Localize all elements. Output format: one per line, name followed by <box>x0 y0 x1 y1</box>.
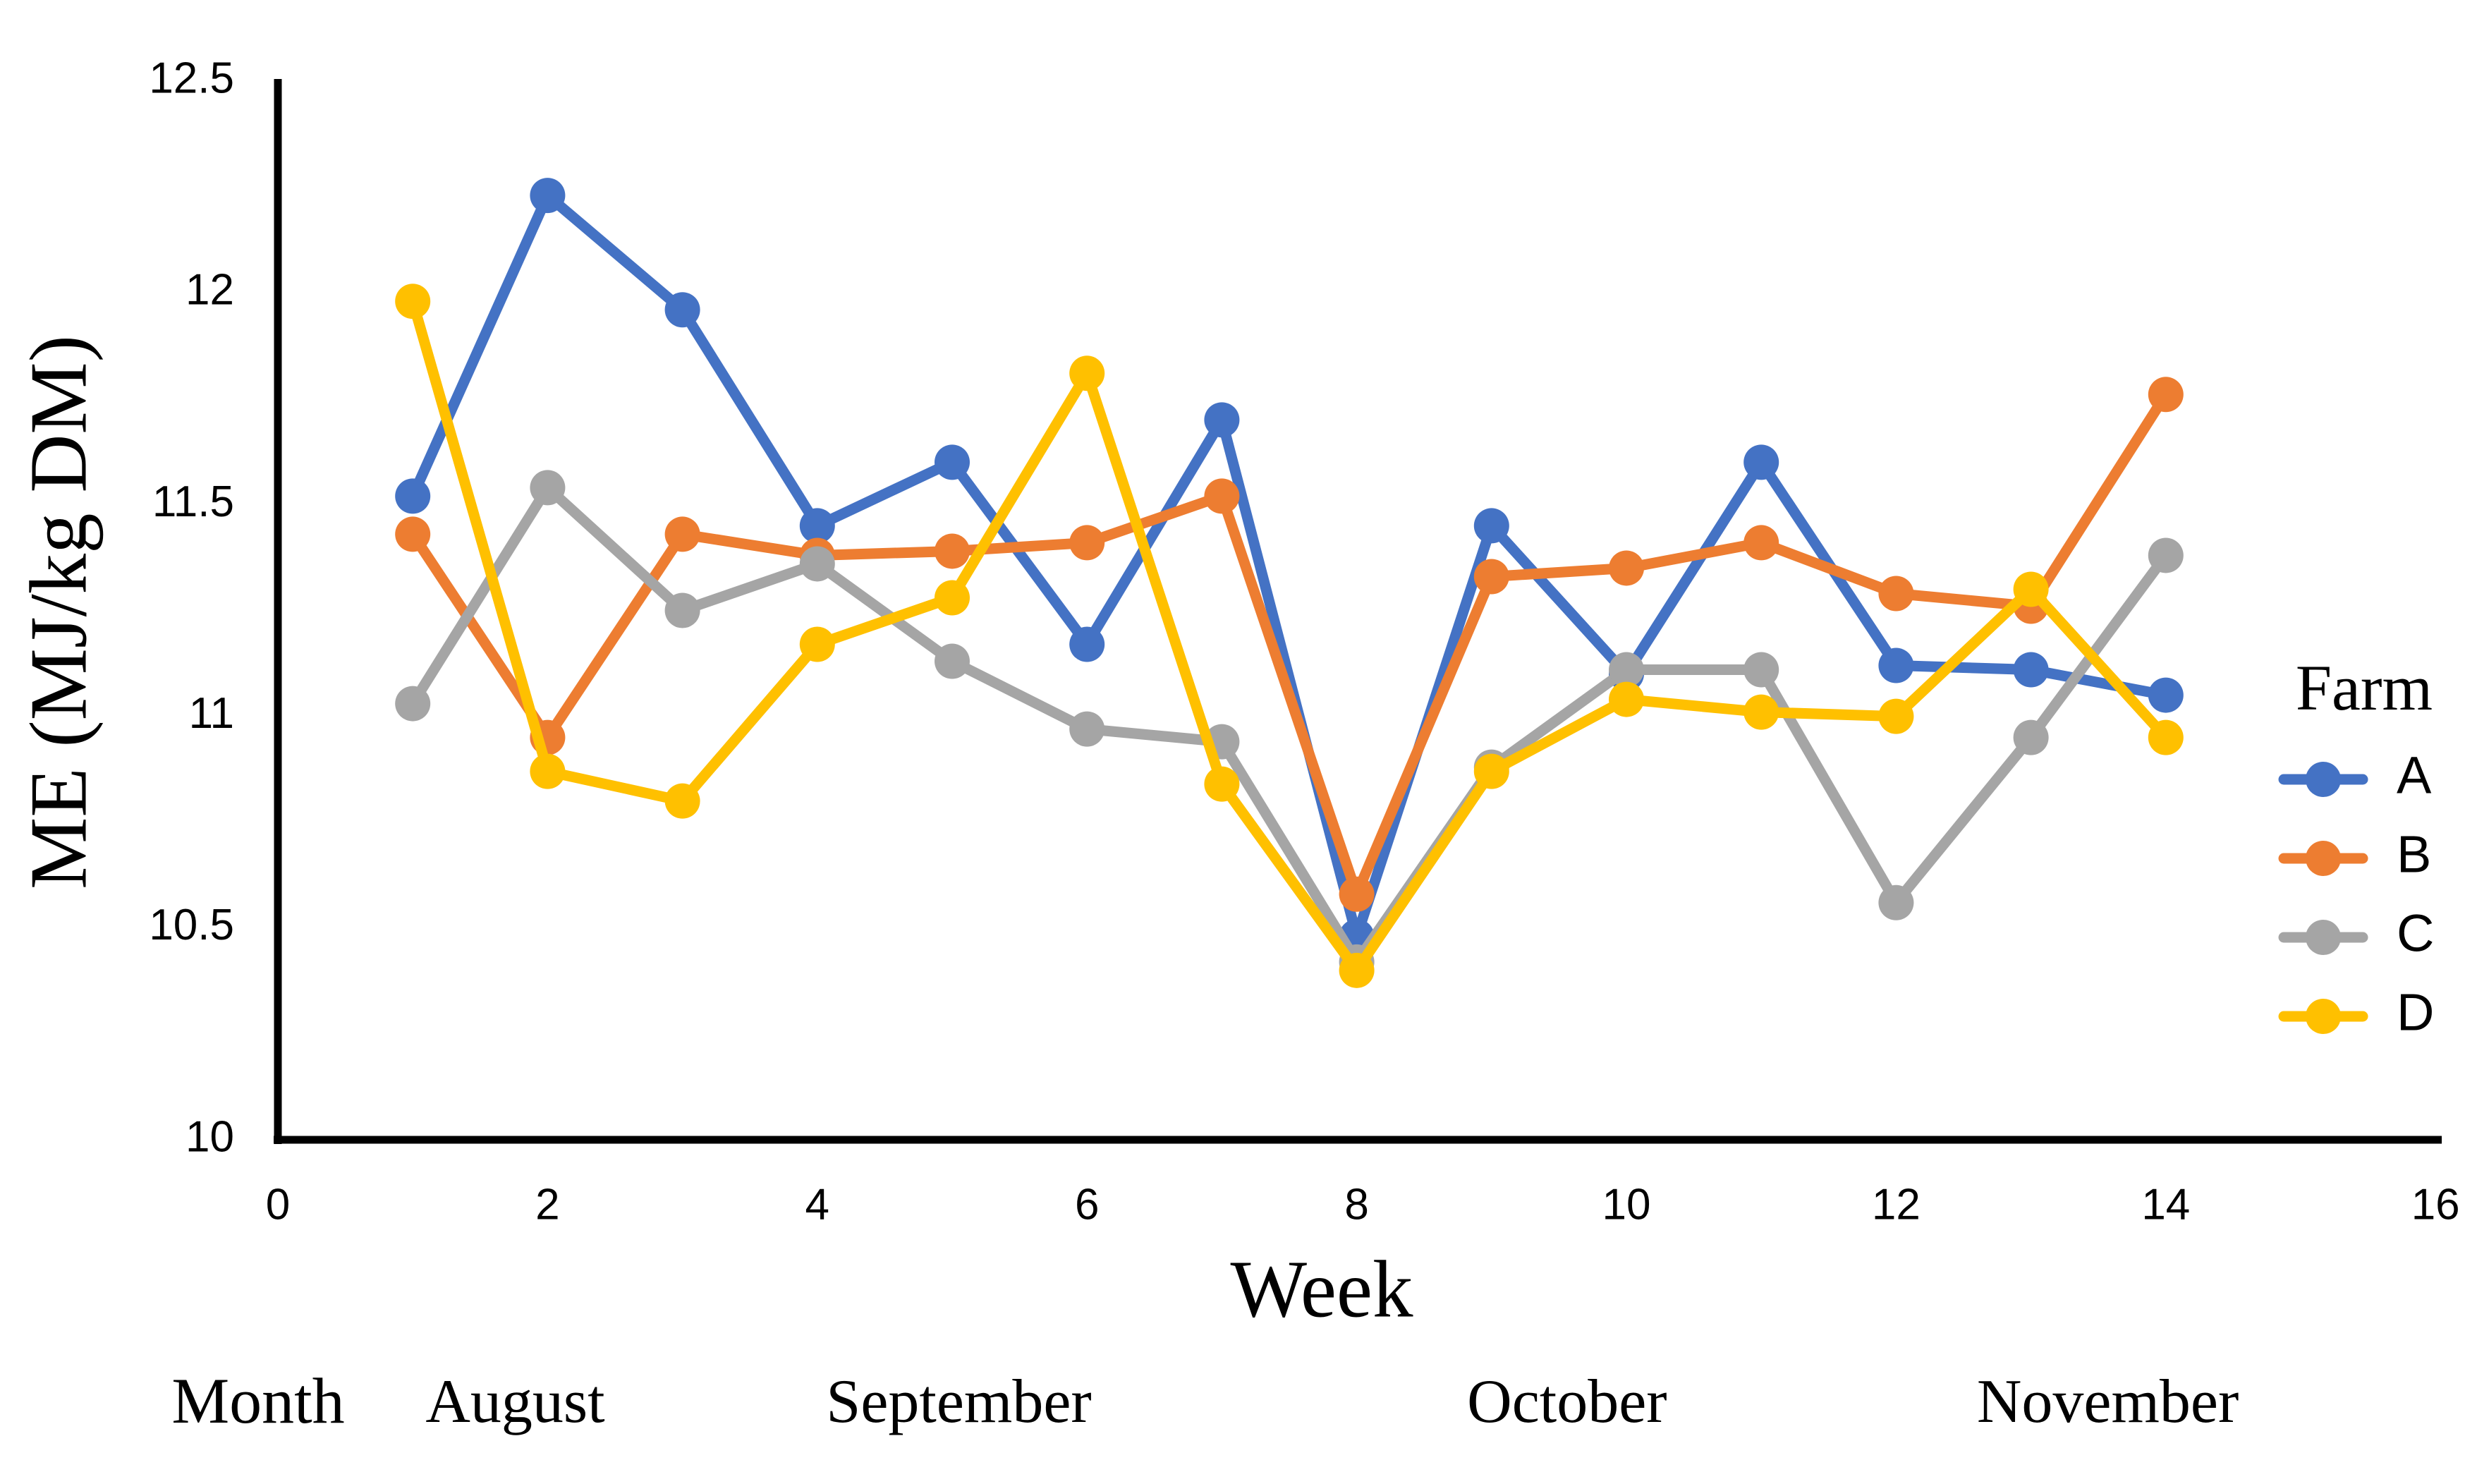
series-B-line <box>407 389 2172 900</box>
series-D-point <box>2148 719 2184 755</box>
series-B-point <box>1204 478 1240 514</box>
y-tick-label: 10 <box>185 1112 234 1161</box>
month-label: October <box>1467 1368 1667 1436</box>
legend-marker <box>2306 762 2341 797</box>
series-A-point <box>2013 652 2049 688</box>
x-tick-label: 8 <box>1344 1180 1368 1229</box>
series-B-point <box>1878 576 1914 612</box>
series-B-point <box>1069 525 1105 561</box>
series-A-point <box>1069 626 1105 662</box>
series-C-point <box>799 546 835 582</box>
x-axis-title: Week <box>1231 1244 1413 1334</box>
series-layer <box>395 178 2184 988</box>
series-C-point <box>395 686 431 722</box>
legend-label: D <box>2397 983 2434 1042</box>
series-D-point <box>799 626 835 662</box>
x-tick-label: 4 <box>805 1180 829 1229</box>
series-C-point <box>1743 652 1779 688</box>
series-B-point <box>1609 550 1644 586</box>
legend-marker <box>2306 920 2341 955</box>
month-label: August <box>425 1368 604 1436</box>
y-tick-label: 12 <box>185 266 234 315</box>
series-B-point <box>1743 525 1779 561</box>
series-B-point <box>664 516 700 552</box>
y-axis-title: ME (MJ/kg DM) <box>13 335 103 889</box>
x-tick-label: 12 <box>1872 1180 1921 1229</box>
series-A-point <box>1204 402 1240 438</box>
y-tick-label: 12.5 <box>149 54 234 102</box>
x-tick-label: 10 <box>1602 1180 1651 1229</box>
series-A-point <box>1473 508 1509 544</box>
series-B-point <box>395 516 431 552</box>
series-A-point <box>1878 647 1914 683</box>
series-C-point <box>1069 711 1105 747</box>
series-C-point <box>2013 719 2049 755</box>
series-D-point <box>664 783 700 819</box>
legend-item-C: C <box>2278 904 2434 963</box>
month-label: November <box>1977 1368 2239 1436</box>
x-tick-labels: 0 2 4 6 8 10 12 14 16 <box>266 1180 2460 1229</box>
series-D-point <box>935 580 970 616</box>
series-C-point <box>2148 537 2184 573</box>
series-C-point <box>530 470 566 506</box>
series-D-point <box>1609 681 1644 717</box>
legend-item-A: A <box>2278 746 2432 805</box>
series-D-point <box>1878 698 1914 734</box>
legend-item-B: B <box>2278 825 2431 884</box>
series-D-point <box>1743 694 1779 730</box>
y-tick-label: 11 <box>189 689 234 738</box>
series-C-point <box>1609 652 1644 688</box>
x-tick-label: 0 <box>266 1180 290 1229</box>
month-row-label: Month <box>171 1365 344 1437</box>
x-tick-label: 6 <box>1075 1180 1099 1229</box>
series-B-point <box>935 533 970 569</box>
series-D-point <box>1473 753 1509 789</box>
series-D-point <box>1069 355 1105 391</box>
series-C-point <box>1878 884 1914 920</box>
series-D <box>395 284 2184 988</box>
y-tick-label: 11.5 <box>152 478 234 526</box>
legend-item-D: D <box>2278 983 2434 1042</box>
series-D-point <box>530 753 566 789</box>
series-A-point <box>530 178 566 214</box>
series-C-line <box>407 482 2172 968</box>
series-A-line <box>407 190 2172 942</box>
legend-label: C <box>2397 904 2434 963</box>
axes <box>274 79 2442 1144</box>
series-C-point <box>664 592 700 628</box>
series-D-point <box>395 284 431 320</box>
series-D-line <box>407 296 2172 976</box>
legend-marker <box>2306 841 2341 876</box>
series-A-point <box>2148 677 2184 713</box>
legend-title: Farm <box>2296 652 2433 724</box>
series-D-point <box>1204 766 1240 802</box>
series-D-point <box>1339 952 1375 988</box>
series-A <box>395 178 2184 954</box>
y-tick-label: 10.5 <box>149 901 234 949</box>
series-C <box>395 470 2184 980</box>
series-D-point <box>2013 571 2049 607</box>
series-B-point <box>1339 876 1375 912</box>
series-A-point <box>799 508 835 544</box>
legend-marker <box>2306 999 2341 1034</box>
x-tick-label: 2 <box>535 1180 559 1229</box>
series-A-point <box>395 478 431 514</box>
legend-label: A <box>2397 746 2432 805</box>
series-A-point <box>935 444 970 480</box>
x-tick-label: 16 <box>2411 1180 2460 1229</box>
month-label: September <box>826 1368 1091 1436</box>
series-B-point <box>1473 559 1509 595</box>
y-tick-labels: 10 10.5 11 11.5 12 12.5 <box>149 54 234 1161</box>
x-tick-label: 14 <box>2141 1180 2190 1229</box>
month-row: Month August September October November <box>171 1365 2239 1437</box>
series-A-point <box>1743 444 1779 480</box>
series-A-point <box>664 292 700 328</box>
series-B <box>395 377 2184 912</box>
series-C-point <box>935 643 970 679</box>
legend-label: B <box>2397 825 2431 884</box>
series-B-point <box>2148 377 2184 413</box>
